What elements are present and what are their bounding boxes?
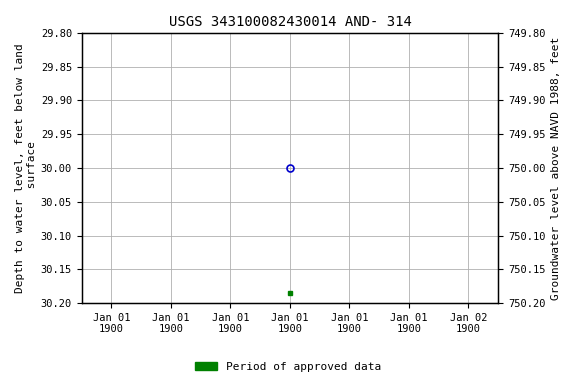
Y-axis label: Groundwater level above NAVD 1988, feet: Groundwater level above NAVD 1988, feet xyxy=(551,36,561,300)
Title: USGS 343100082430014 AND- 314: USGS 343100082430014 AND- 314 xyxy=(169,15,411,29)
Legend: Period of approved data: Period of approved data xyxy=(191,358,385,377)
Y-axis label: Depth to water level, feet below land
 surface: Depth to water level, feet below land su… xyxy=(15,43,37,293)
